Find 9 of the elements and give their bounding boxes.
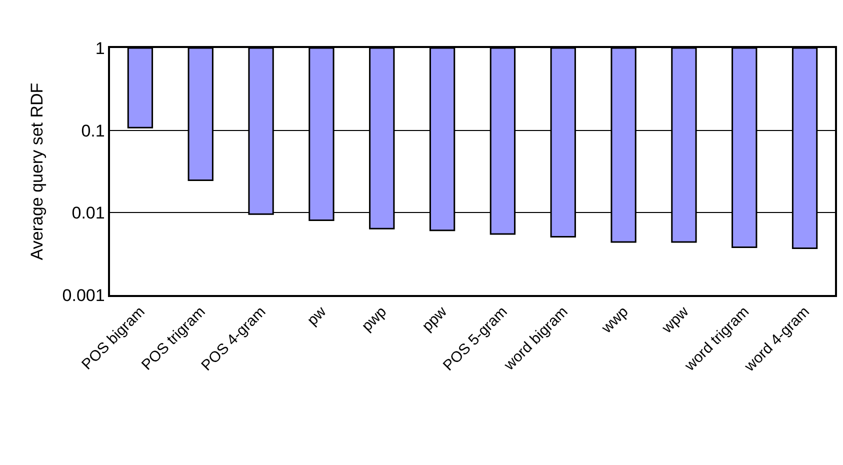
y-tick-label: 0.001 xyxy=(62,286,105,305)
x-tick-label: wpw xyxy=(658,303,692,338)
x-tick-label: wwp xyxy=(598,303,632,338)
x-tick-label: pwp xyxy=(358,303,390,335)
y-axis-title: Average query set RDF xyxy=(27,82,46,260)
y-tick-label: 0.1 xyxy=(81,121,105,140)
x-tick-label: pw xyxy=(304,303,330,329)
y-tick-label: 1 xyxy=(95,38,105,58)
y-tick-label: 0.01 xyxy=(72,204,105,223)
